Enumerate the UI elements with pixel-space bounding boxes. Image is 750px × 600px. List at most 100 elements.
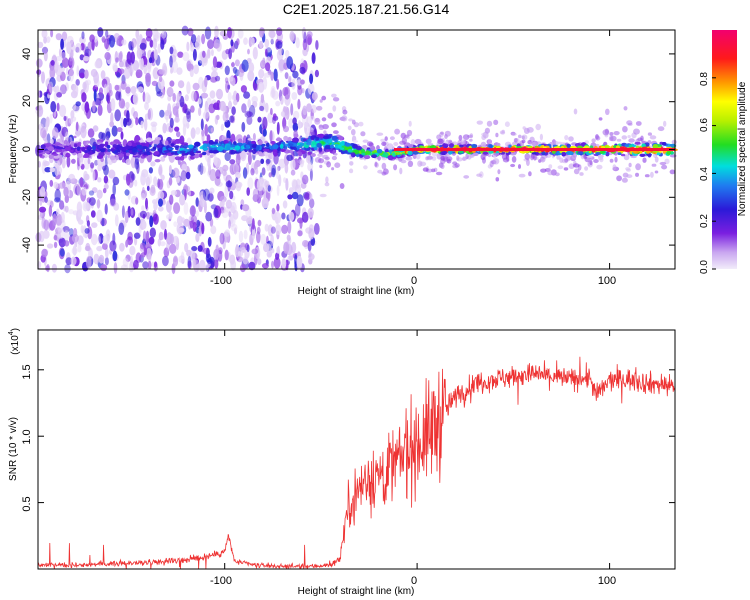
spectrogram-cell	[104, 247, 109, 258]
snr-y-axis-label: SNR (10 * v/v)	[8, 417, 19, 481]
spectrogram-cell	[237, 138, 243, 143]
spectrogram-cell	[196, 219, 201, 227]
snr-axes	[38, 330, 675, 569]
spectrogram-cell	[146, 211, 150, 220]
spectrogram-cell	[288, 211, 295, 222]
spectrogram-cell	[153, 176, 158, 187]
spectrogram-cell	[169, 233, 174, 245]
spectrogram-cell	[98, 254, 105, 264]
spectrogram-cell	[318, 146, 323, 152]
spectrogram-cell	[130, 207, 136, 219]
spectrogram-cell	[104, 141, 109, 146]
spectrogram-cell	[448, 150, 453, 155]
spectrogram-cell	[259, 105, 265, 111]
spectrogram-cell	[59, 104, 67, 117]
spectrogram-cell	[259, 27, 264, 38]
spectrogram-cell	[644, 174, 650, 178]
spectrogram-cell	[276, 78, 280, 90]
spectrogram-cell	[316, 142, 322, 148]
spectrogram-cell	[81, 31, 85, 40]
spectrogram-cell	[61, 57, 69, 68]
spectrogram-cells	[35, 25, 678, 275]
spectrogram-cell	[408, 120, 412, 127]
spectrogram-cell	[295, 37, 300, 49]
spectrogram-cell	[554, 172, 560, 177]
spectrogram-cell	[177, 227, 185, 233]
spectrogram-cell	[108, 169, 116, 179]
spectrogram-cell	[462, 134, 470, 141]
spectrogram-cell	[604, 144, 610, 149]
spectrogram-cell	[134, 134, 141, 145]
spectrogram-cell	[199, 153, 203, 158]
spectrogram-cell	[120, 117, 125, 128]
spectrogram-cell	[39, 197, 43, 206]
spectrogram-cell	[469, 138, 473, 142]
spectrogram-cell	[276, 166, 279, 180]
spectrogram-cell	[621, 177, 628, 183]
spectrogram-cell	[147, 253, 152, 263]
spectrogram-cell	[112, 64, 118, 73]
spectrogram-cell	[195, 210, 199, 217]
spectrogram-cell	[73, 84, 79, 97]
spectrogram-cell	[288, 187, 294, 195]
spectrogram-cell	[510, 132, 517, 136]
colorbar-gradient	[712, 30, 737, 269]
spectrogram-cell	[135, 117, 139, 126]
spectrogram-cell	[46, 36, 51, 43]
spectrogram-cell	[182, 123, 187, 136]
spectrogram-cell	[35, 58, 43, 68]
spectrogram-cell	[192, 221, 197, 232]
spectrogram-cell	[302, 38, 308, 51]
spectrogram-cell	[288, 143, 294, 147]
spectrogram-cell	[228, 100, 232, 110]
spectrogram-cell	[212, 149, 219, 154]
spectrogram-cell	[247, 70, 255, 82]
spectrogram-cell	[207, 39, 214, 50]
spectrogram-cell	[158, 231, 164, 241]
spectrogram-cell	[608, 135, 614, 142]
spectrogram-cell	[541, 150, 546, 156]
spectrogram-cell	[292, 122, 299, 132]
spectrogram-cell	[201, 33, 206, 45]
spectrogram-cell	[271, 207, 276, 215]
spectrogram-cell	[201, 222, 205, 235]
spectrogram-cell	[240, 85, 247, 93]
spectrogram-cell	[258, 81, 265, 93]
spectrogram-cell	[345, 142, 351, 147]
spectrogram-cell	[125, 84, 131, 97]
spectrogram-cell	[242, 204, 250, 212]
spectrogram-cell	[117, 153, 125, 158]
spectrogram-cell	[241, 121, 246, 133]
spectrogram-cell	[302, 47, 308, 57]
spectrogram-cell	[64, 146, 71, 152]
spectrogram-cell	[341, 115, 348, 122]
spectrogram-cell	[258, 68, 265, 79]
spectrogram-cell	[214, 25, 219, 39]
spectrogram-cell	[597, 154, 604, 158]
spectrogram-cell	[135, 217, 141, 226]
spectrogram-cell	[172, 167, 180, 179]
spectrogram-cell	[148, 167, 153, 174]
spectrogram-cell	[65, 257, 73, 266]
spectrogram-cell	[625, 167, 631, 171]
spectrogram-cell	[58, 48, 62, 57]
spectrogram-cell	[74, 143, 78, 148]
spectrogram-cell	[48, 154, 54, 159]
spectrogram-cell	[52, 127, 59, 139]
spectrogram-cell	[125, 158, 131, 165]
spectrogram-cell	[152, 146, 157, 150]
spectrogram-cell	[275, 40, 283, 49]
spectrogram-cell	[334, 140, 338, 143]
spectrogram-cell	[200, 165, 206, 174]
spectrogram-cell	[68, 117, 74, 125]
spectrogram-cell	[635, 121, 642, 126]
spectrogram-cell	[230, 223, 238, 232]
spectrogram-cell	[91, 39, 95, 51]
spectrogram-cell	[412, 150, 419, 155]
spectrogram-cell	[322, 135, 330, 140]
spectrogram-cell	[211, 65, 218, 72]
spectrogram-cell	[241, 103, 247, 114]
spectrogram-cell	[37, 104, 44, 117]
spectrogram-cell	[147, 109, 151, 120]
spectrogram-cell	[94, 60, 102, 69]
